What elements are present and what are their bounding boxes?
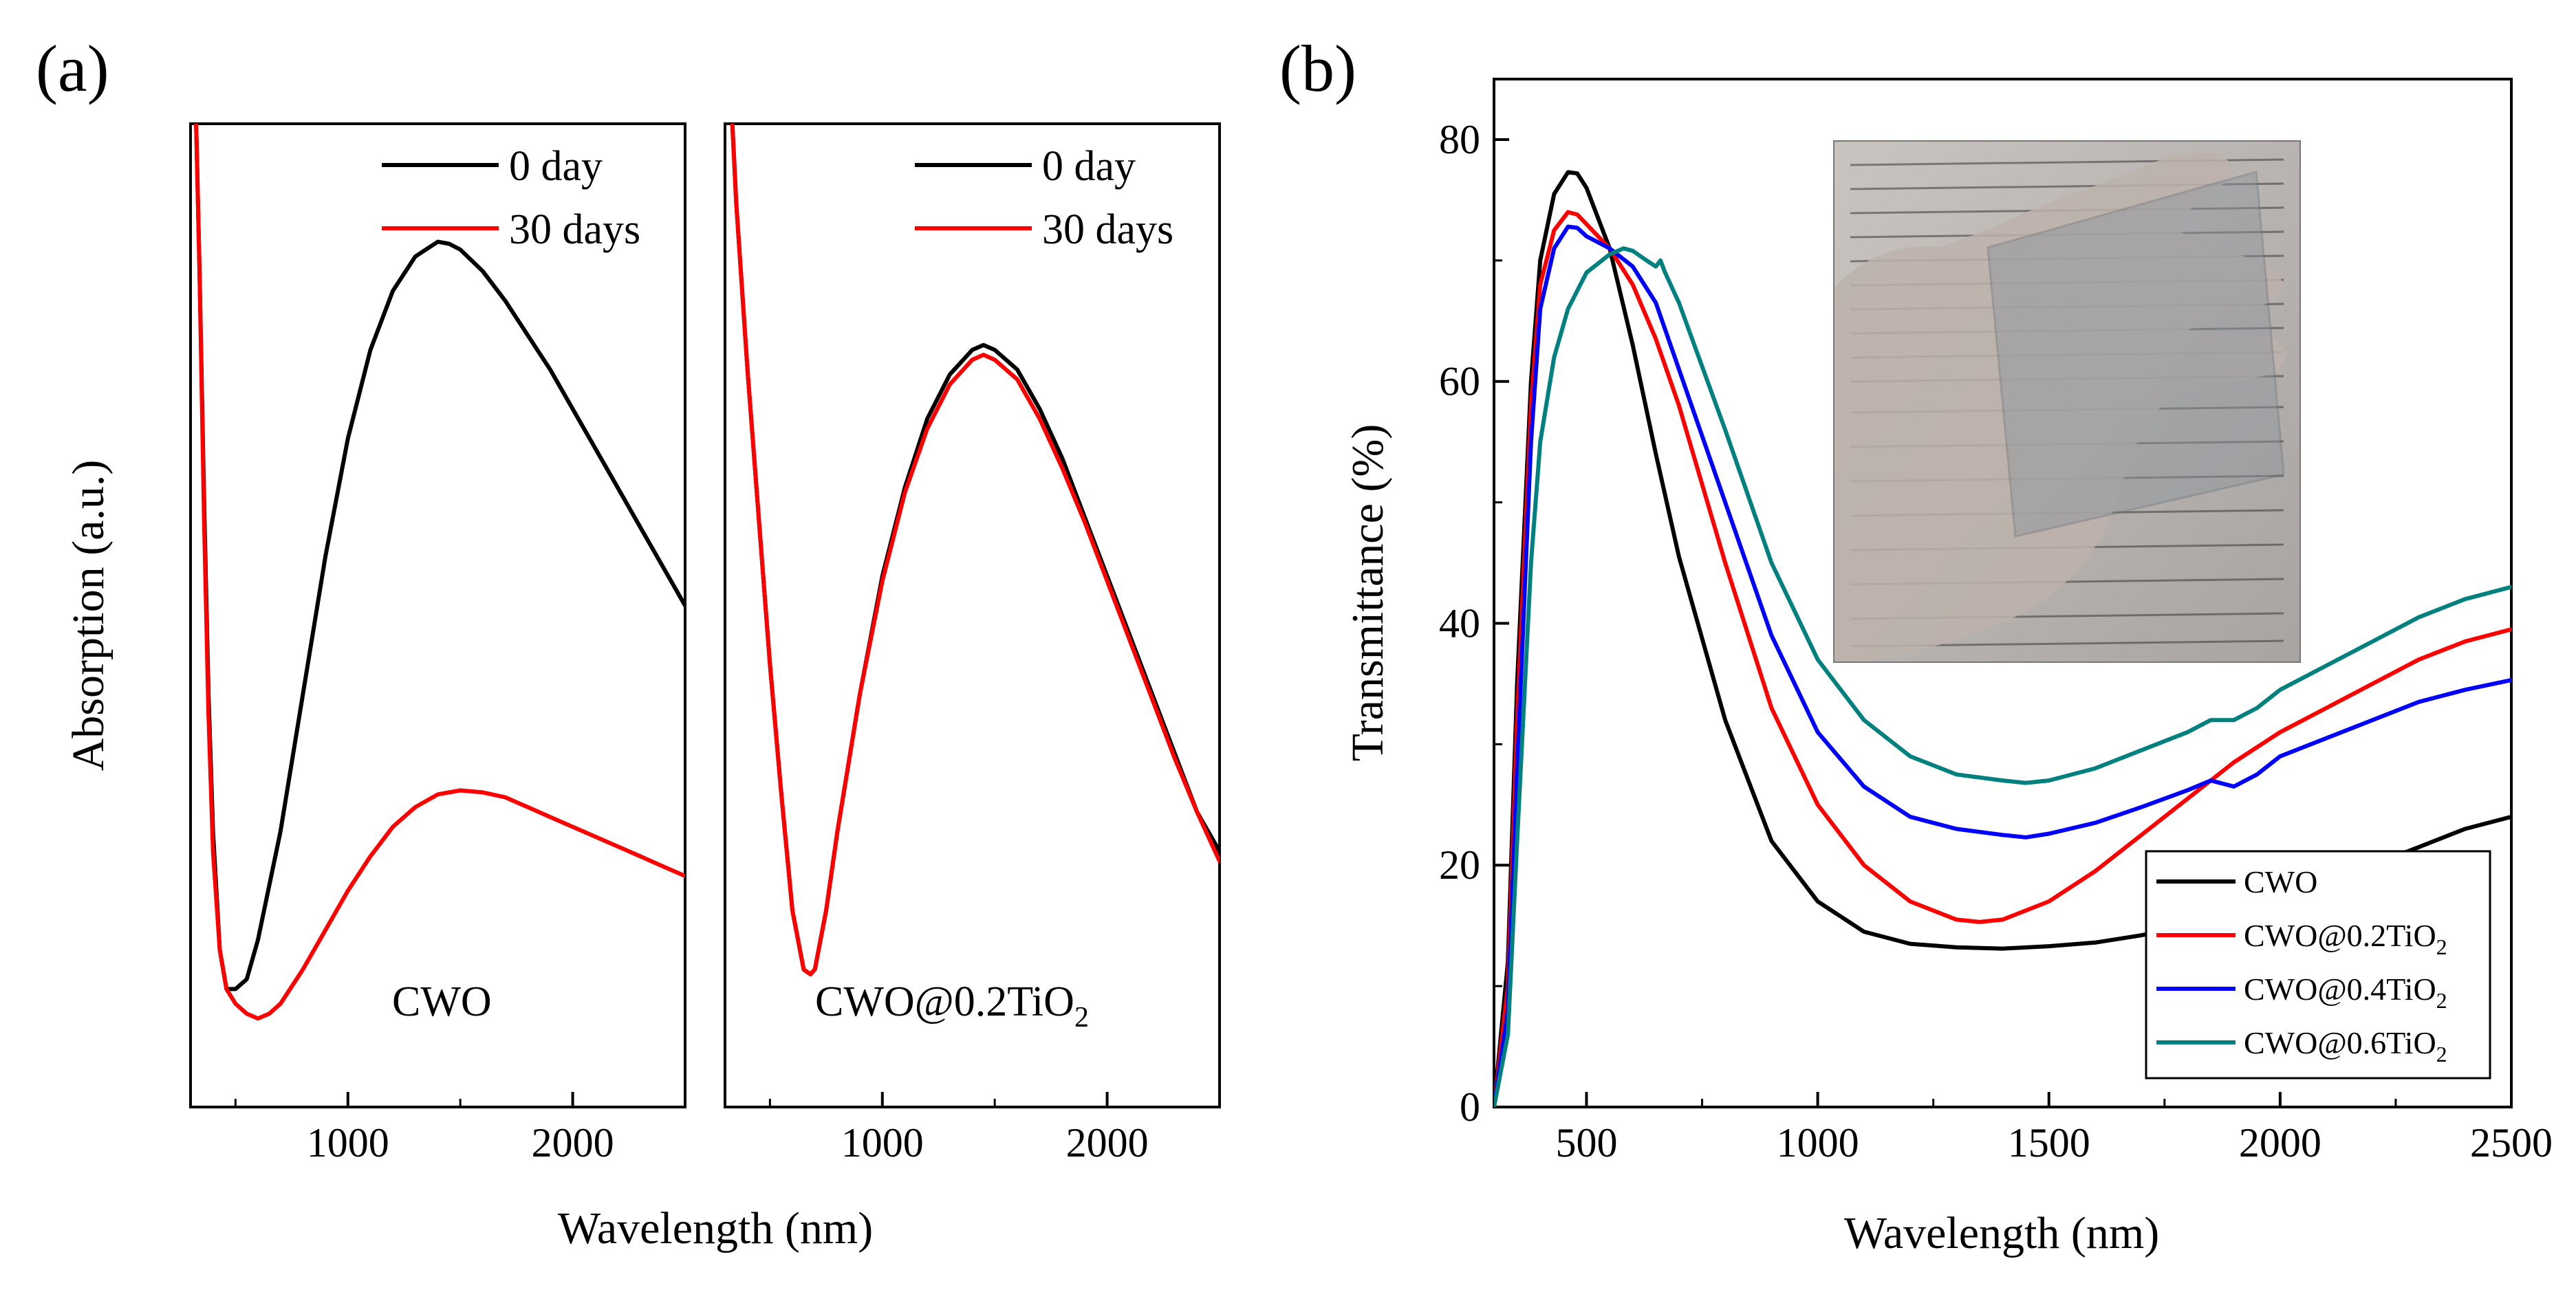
chart-b: 500 1000 1500 2000 2500 0 20 40 60 80 — [1439, 78, 2553, 1165]
legend-label-cwo: CWO — [2244, 864, 2317, 899]
film-sheet — [1987, 171, 2285, 538]
series-line-30-days-a2 — [730, 124, 1220, 976]
x-tick-label-2500-b: 2500 — [2470, 1120, 2553, 1165]
series-group-a2 — [730, 124, 1220, 976]
y-tick-label-0-b: 0 — [1460, 1084, 1480, 1130]
sample-label-a1: CWO — [392, 978, 492, 1025]
x-axis-title-b: Wavelength (nm) — [1844, 1208, 2159, 1258]
inset-photo — [1834, 141, 2300, 662]
x-tick-label-2000-b: 2000 — [2239, 1120, 2321, 1165]
legend-label-0day-a2: 0 day — [1042, 143, 1136, 190]
legend-label-cwo-0.2tio2: CWO@0.2TiO2 — [2244, 918, 2447, 959]
x-tick-label-500-b: 500 — [1555, 1120, 1617, 1165]
legend-label-cwo-0.4tio2: CWO@0.4TiO2 — [2244, 972, 2447, 1013]
x-ticks-a2: 1000 2000 — [768, 1092, 1221, 1165]
plot-frame-a1 — [189, 122, 686, 1108]
series-line-cwo-0.4tio2-b — [1494, 224, 2511, 1107]
legend-a1: 0 day 30 days — [382, 143, 640, 253]
series-line-cwo-0.6tio2-b — [1494, 246, 2511, 1107]
sample-label-a2: CWO@0.2TiO2 — [815, 978, 1089, 1033]
axis-ticks-b: 500 1000 1500 2000 2500 0 20 40 60 80 — [1439, 117, 2553, 1165]
legend-label-30days-a1: 30 days — [509, 206, 640, 253]
legend-label-cwo-0.6tio2: CWO@0.6TiO2 — [2244, 1025, 2447, 1066]
chart-a1: 1000 2000 0 day 30 days CWO — [189, 122, 686, 1165]
y-tick-label-80-b: 80 — [1439, 117, 1480, 162]
x-axis-title-a: Wavelength (nm) — [558, 1203, 873, 1253]
legend-a2: 0 day 30 days — [915, 143, 1173, 253]
plot-frame-a2 — [724, 122, 1221, 1108]
series-line-0-day-a2 — [730, 124, 1220, 976]
y-tick-label-60-b: 60 — [1439, 359, 1480, 404]
legend-label-0day-a1: 0 day — [509, 143, 603, 190]
chart-a2: 1000 2000 0 day 30 days CWO@0.2TiO2 — [724, 122, 1221, 1165]
y-tick-label-40-b: 40 — [1439, 600, 1480, 646]
legend-label-30days-a2: 30 days — [1042, 206, 1173, 253]
legend-b: CWO CWO@0.2TiO2 CWO@0.4TiO2 CWO@0.6TiO2 — [2145, 850, 2491, 1080]
x-tick-label-1000-b: 1000 — [1777, 1120, 1859, 1165]
x-tick-label-1000-a2: 1000 — [841, 1120, 924, 1165]
x-tick-label-2000-a2: 2000 — [1066, 1120, 1149, 1165]
inset-border — [1833, 140, 2301, 663]
plot-frame-b — [1493, 78, 2513, 1108]
x-tick-label-1000-a1: 1000 — [307, 1120, 389, 1165]
panel-label-a: (a) — [36, 32, 109, 105]
gloved-hand — [1834, 151, 2286, 662]
series-group-a1 — [194, 124, 685, 1021]
y-axis-title-b: Transmittance (%) — [1343, 424, 1393, 762]
series-line-cwo-0.2tio2-b — [1494, 210, 2511, 1107]
y-tick-label-20-b: 20 — [1439, 842, 1480, 888]
panel-label-b: (b) — [1279, 32, 1356, 105]
y-axis-title-a: Absorption (a.u.) — [63, 460, 113, 771]
x-ticks-a1: 1000 2000 — [234, 1092, 686, 1165]
x-tick-label-2000-a1: 2000 — [532, 1120, 614, 1165]
series-line-30-days-a1 — [194, 124, 685, 1021]
x-tick-label-1500-b: 1500 — [2008, 1120, 2090, 1165]
